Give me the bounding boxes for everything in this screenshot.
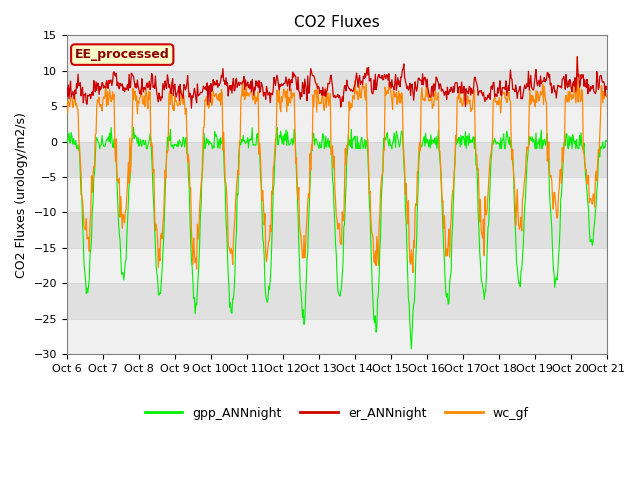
wc_gf bbox=[212, 93, 220, 98]
er_ANNnight bbox=[573, 54, 581, 60]
wc_gf bbox=[573, 54, 581, 60]
Bar bbox=[67, 319, 607, 354]
er_ANNnight bbox=[603, 86, 611, 92]
er_ANNnight bbox=[403, 85, 411, 91]
wc_gf bbox=[73, 101, 81, 107]
wc_gf bbox=[128, 132, 136, 138]
gpp_ANNnight bbox=[603, 138, 611, 144]
Line: gpp_ANNnight: gpp_ANNnight bbox=[67, 127, 607, 349]
gpp_ANNnight bbox=[129, 136, 137, 142]
Line: wc_gf: wc_gf bbox=[67, 57, 607, 273]
gpp_ANNnight bbox=[212, 132, 220, 137]
wc_gf bbox=[63, 98, 70, 104]
Y-axis label: CO2 Fluxes (urology/m2/s): CO2 Fluxes (urology/m2/s) bbox=[15, 112, 28, 277]
Bar bbox=[67, 106, 607, 142]
Title: CO2 Fluxes: CO2 Fluxes bbox=[294, 15, 380, 30]
wc_gf bbox=[603, 94, 611, 100]
gpp_ANNnight bbox=[63, 136, 70, 142]
er_ANNnight bbox=[63, 85, 70, 91]
Bar bbox=[67, 36, 607, 71]
Bar bbox=[67, 177, 607, 213]
wc_gf bbox=[409, 270, 417, 276]
er_ANNnight bbox=[183, 81, 191, 86]
wc_gf bbox=[403, 180, 410, 186]
er_ANNnight bbox=[128, 72, 136, 77]
er_ANNnight bbox=[73, 81, 81, 86]
Legend: gpp_ANNnight, er_ANNnight, wc_gf: gpp_ANNnight, er_ANNnight, wc_gf bbox=[140, 402, 534, 425]
er_ANNnight bbox=[212, 82, 220, 88]
gpp_ANNnight bbox=[403, 244, 411, 250]
Line: er_ANNnight: er_ANNnight bbox=[67, 57, 607, 108]
er_ANNnight bbox=[419, 71, 426, 77]
Bar bbox=[67, 248, 607, 283]
Text: EE_processed: EE_processed bbox=[75, 48, 170, 61]
gpp_ANNnight bbox=[73, 146, 81, 152]
gpp_ANNnight bbox=[108, 124, 115, 130]
wc_gf bbox=[419, 96, 426, 102]
er_ANNnight bbox=[188, 105, 195, 111]
wc_gf bbox=[183, 132, 191, 138]
gpp_ANNnight bbox=[408, 346, 415, 352]
gpp_ANNnight bbox=[184, 150, 191, 156]
gpp_ANNnight bbox=[420, 137, 428, 143]
